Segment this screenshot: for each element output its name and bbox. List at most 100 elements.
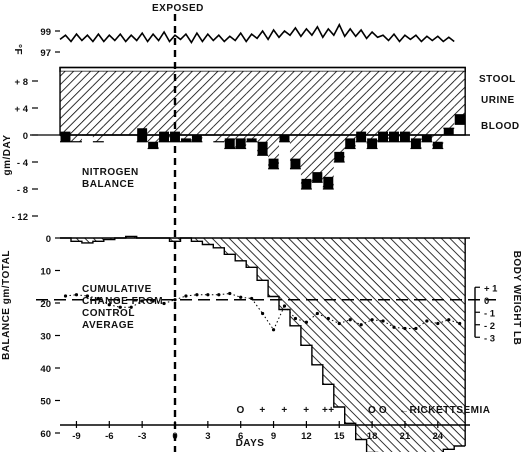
blood-bar: [378, 131, 389, 142]
nitrogen-tick-label: - 12: [12, 212, 28, 223]
blood-bar: [356, 131, 367, 142]
body-weight-point: [184, 294, 188, 298]
nitrogen-panel: + 8 + 4 0 - 4 - 8 - 12 NITROGEN BALANCE: [12, 66, 470, 223]
urine-bar: [377, 71, 389, 142]
urine-bar: [421, 71, 433, 142]
body-weight-segment: [229, 293, 241, 298]
urine-bar: [191, 71, 203, 142]
cumulative-title: CUMULATIVE CHANGE FROM CONTROL AVERAGE: [82, 284, 163, 331]
blood-bar: [367, 138, 378, 149]
body-weight-segment: [240, 296, 252, 299]
urine-bar: [246, 71, 258, 142]
blood-bar: [268, 158, 279, 169]
cumulative-tick-label: 60: [40, 429, 51, 440]
blood-bar: [148, 141, 159, 149]
body-weight-segment: [152, 300, 165, 304]
blood-bar: [290, 158, 301, 169]
rickettsemia-mark: +: [259, 405, 265, 416]
urine-bar: [70, 71, 82, 142]
blood-bar: [159, 131, 170, 142]
body-weight-tick-label: + 1: [484, 283, 498, 294]
body-weight-segment: [273, 305, 285, 330]
urine-bar: [366, 71, 378, 149]
nitrogen-tick-label: + 8: [15, 77, 28, 88]
x-tick-label: 15: [334, 431, 345, 442]
blood-bar: [443, 128, 454, 135]
urine-bar: [213, 71, 225, 142]
urine-bar: [399, 71, 411, 142]
body-weight-segment: [393, 326, 406, 329]
urine-bar: [136, 71, 148, 142]
temp-unit-label: °F: [12, 44, 23, 55]
body-weight-segment: [218, 293, 230, 296]
urine-bar: [432, 71, 444, 149]
cumulative-ylabel: BALANCE gm/TOTAL: [1, 250, 12, 360]
urine-bar: [180, 71, 192, 142]
rickettsemia-mark: O: [379, 405, 387, 416]
blood-bar: [180, 138, 191, 142]
urine-bar: [268, 71, 280, 169]
cumulative-area: [60, 236, 466, 452]
blood-bar: [301, 178, 312, 189]
temperature-line: [59, 22, 455, 45]
urine-bar: [289, 71, 301, 169]
urine-bar: [158, 71, 170, 142]
x-tick-label: 18: [367, 431, 378, 442]
x-tick-label: 6: [238, 431, 243, 442]
blood-bar: [279, 135, 290, 142]
nitrogen-tick-label: - 4: [17, 158, 29, 169]
urine-bar: [333, 71, 345, 162]
urine-bar: [169, 71, 181, 142]
body-weight-segment: [284, 305, 296, 319]
nitrogen-ylabel: gm/DAY: [2, 135, 13, 176]
urine-bar: [92, 71, 104, 142]
temperature-panel: 97 99: [40, 22, 455, 59]
urine-bar: [311, 71, 323, 183]
urine-bar: [322, 71, 334, 189]
temp-tick-label: 97: [40, 48, 51, 59]
rickettsemia-mark: O: [368, 405, 376, 416]
cumulative-panel: 010203040506070+ 10- 1- 2- 3CUMULATIVECH…: [36, 234, 498, 452]
blood-bar: [421, 135, 432, 142]
nitrogen-tick-label: + 4: [15, 104, 29, 115]
cumulative-line: [60, 235, 466, 452]
urine-bar: [443, 71, 455, 129]
stool-label: STOOL: [479, 74, 516, 85]
urine-bar: [103, 71, 115, 135]
body-weight-point: [217, 293, 221, 297]
body-weight-segment: [87, 295, 99, 299]
urine-bar: [257, 71, 269, 156]
rickettsemia-mark: O: [237, 405, 245, 416]
urine-bar: [355, 71, 367, 142]
blood-bar: [224, 138, 235, 149]
blood-bar: [410, 138, 421, 149]
urine-bar: [410, 71, 422, 149]
blood-bar: [323, 176, 334, 189]
x-tick-label: 21: [400, 431, 411, 442]
blood-bar: [246, 138, 257, 142]
urine-bar: [114, 71, 126, 135]
rickettsemia-mark: +: [281, 405, 287, 416]
urine-bar: [81, 71, 93, 135]
cumulative-tick-label: 0: [46, 234, 51, 245]
body-weight-segment: [262, 313, 274, 331]
blood-bar: [60, 131, 71, 142]
urine-label: URINE: [481, 95, 515, 106]
body-weight-point: [239, 295, 243, 299]
x-tick-label: 24: [433, 431, 444, 442]
body-weight-label: BODY WEIGHT LB: [511, 251, 522, 346]
x-tick-label: 12: [301, 431, 312, 442]
rickettsemia-label: ←RICKETTSEMIA: [399, 405, 491, 416]
cumulative-tick-label: 20: [40, 299, 51, 310]
body-weight-segment: [109, 304, 121, 308]
urine-bar: [454, 71, 466, 115]
blood-bar: [191, 135, 202, 142]
body-weight-tick-label: - 1: [484, 308, 496, 319]
urine-bar: [300, 71, 312, 189]
x-tick-label: -3: [138, 431, 146, 442]
x-tick-label: 9: [271, 431, 276, 442]
body-weight-segment: [76, 294, 88, 297]
blood-bar: [345, 138, 356, 149]
